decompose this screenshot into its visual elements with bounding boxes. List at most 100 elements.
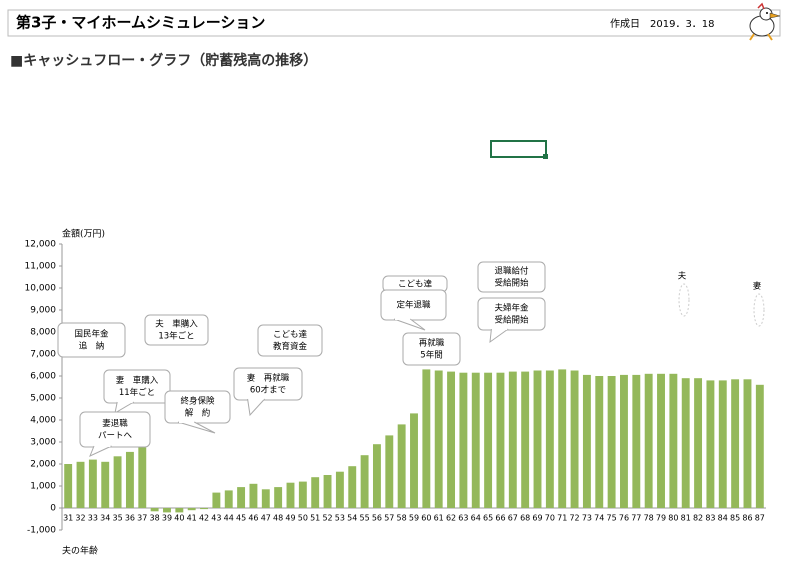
x-tick-label: 76 bbox=[619, 514, 629, 523]
header-title: 第3子・マイホームシミュレーション bbox=[16, 14, 265, 32]
bar bbox=[249, 483, 258, 508]
x-tick-label: 48 bbox=[273, 514, 283, 523]
x-tick-label: 32 bbox=[75, 514, 85, 523]
x-tick-label: 44 bbox=[224, 514, 234, 523]
callout-box bbox=[477, 297, 546, 331]
bar bbox=[620, 374, 628, 508]
x-tick-label: 74 bbox=[594, 514, 604, 523]
callout-box bbox=[233, 367, 303, 401]
bar bbox=[101, 461, 110, 508]
bar bbox=[632, 374, 641, 508]
bar bbox=[113, 456, 122, 508]
callout-text: 夫婦年金 bbox=[494, 303, 529, 314]
x-tick-label: 41 bbox=[187, 514, 197, 523]
callout-text: 60才まで bbox=[250, 385, 286, 396]
x-tick-label: 78 bbox=[644, 514, 654, 523]
callout-tail bbox=[89, 445, 112, 457]
x-tick-label: 71 bbox=[557, 514, 567, 523]
x-tick-label: 63 bbox=[458, 514, 468, 523]
y-tick-label: 2,000 bbox=[30, 460, 56, 470]
bar bbox=[348, 466, 357, 508]
callout-text: こども達 bbox=[398, 279, 433, 290]
x-tick-label: 86 bbox=[742, 514, 752, 523]
y-tick-label: 1,000 bbox=[30, 482, 56, 492]
x-tick-label: 58 bbox=[397, 514, 407, 523]
y-tick-label: 11,000 bbox=[25, 262, 57, 272]
bar bbox=[582, 374, 591, 508]
x-tick-label: 69 bbox=[532, 514, 542, 523]
callout-text: 終身保険 bbox=[180, 396, 215, 407]
bar bbox=[595, 376, 604, 508]
bar bbox=[212, 492, 221, 508]
x-tick-label: 36 bbox=[125, 514, 135, 523]
header-date: 作成日 2019．3．18 bbox=[610, 18, 715, 30]
callout-text: 妻退職 bbox=[102, 418, 128, 429]
x-tick-label: 31 bbox=[63, 514, 73, 523]
callout-box bbox=[164, 390, 231, 424]
callout-text: 国民年金 bbox=[74, 329, 109, 340]
bar bbox=[372, 444, 381, 508]
callout-text: 追 納 bbox=[79, 341, 105, 352]
x-tick-label: 56 bbox=[372, 514, 382, 523]
x-tick-label: 87 bbox=[755, 514, 765, 523]
x-tick-label: 80 bbox=[668, 514, 678, 523]
bar bbox=[755, 384, 764, 508]
bar bbox=[323, 475, 332, 508]
bar bbox=[669, 373, 678, 508]
x-tick-label: 35 bbox=[112, 514, 122, 523]
x-tick-label: 55 bbox=[360, 514, 370, 523]
callout-text: 妻 bbox=[753, 281, 762, 292]
callout-box bbox=[257, 324, 323, 357]
x-tick-label: 83 bbox=[705, 514, 715, 523]
x-tick-label: 72 bbox=[569, 514, 579, 523]
bar bbox=[76, 461, 85, 508]
x-tick-label: 40 bbox=[174, 514, 184, 523]
callout-box bbox=[380, 289, 447, 321]
callout-text: 再就職 bbox=[419, 338, 445, 349]
callout-text: 受給開始 bbox=[494, 315, 529, 326]
y-tick-label: 12,000 bbox=[25, 240, 57, 250]
y-tick-label: 9,000 bbox=[30, 306, 56, 316]
x-tick-label: 37 bbox=[137, 514, 147, 523]
bar bbox=[88, 459, 97, 508]
bar bbox=[138, 447, 147, 508]
bar bbox=[484, 372, 493, 508]
bar bbox=[397, 424, 406, 508]
callout-text: パートへ bbox=[98, 431, 133, 441]
bar bbox=[496, 372, 505, 508]
x-tick-label: 52 bbox=[322, 514, 332, 523]
bar bbox=[694, 378, 703, 508]
y-tick-label: 3,000 bbox=[30, 438, 56, 448]
small-callout bbox=[678, 283, 690, 317]
bar bbox=[533, 370, 542, 508]
callout-text: 11年ごと bbox=[119, 387, 155, 398]
callout-text: 妻 再就職 bbox=[247, 373, 290, 384]
callout-text: 退職給付 bbox=[494, 266, 529, 277]
x-axis-label: 夫の年齢 bbox=[62, 545, 98, 557]
bar bbox=[261, 489, 270, 508]
bar bbox=[422, 369, 431, 508]
bar bbox=[298, 481, 307, 508]
callout-text: 夫 車購入 bbox=[155, 319, 198, 330]
y-tick-label: 8,000 bbox=[30, 328, 56, 338]
x-tick-label: 66 bbox=[495, 514, 505, 523]
bar bbox=[125, 451, 134, 508]
x-tick-label: 61 bbox=[434, 514, 444, 523]
x-tick-label: 81 bbox=[681, 514, 691, 523]
y-tick-label: 10,000 bbox=[25, 284, 57, 294]
x-tick-label: 60 bbox=[421, 514, 431, 523]
callout-text: 妻 車購入 bbox=[116, 375, 159, 386]
bar bbox=[570, 370, 579, 508]
bar bbox=[607, 376, 616, 508]
bar bbox=[175, 508, 184, 513]
y-tick-label: 5,000 bbox=[30, 394, 56, 404]
bar bbox=[657, 373, 665, 508]
callout-text: 定年退職 bbox=[396, 300, 431, 311]
x-tick-label: 47 bbox=[261, 514, 271, 523]
y-tick-label: -1,000 bbox=[27, 526, 56, 536]
bar bbox=[360, 455, 369, 508]
small-callout bbox=[753, 293, 765, 327]
callout-text: 13年ごと bbox=[158, 331, 194, 342]
bar bbox=[545, 370, 554, 508]
